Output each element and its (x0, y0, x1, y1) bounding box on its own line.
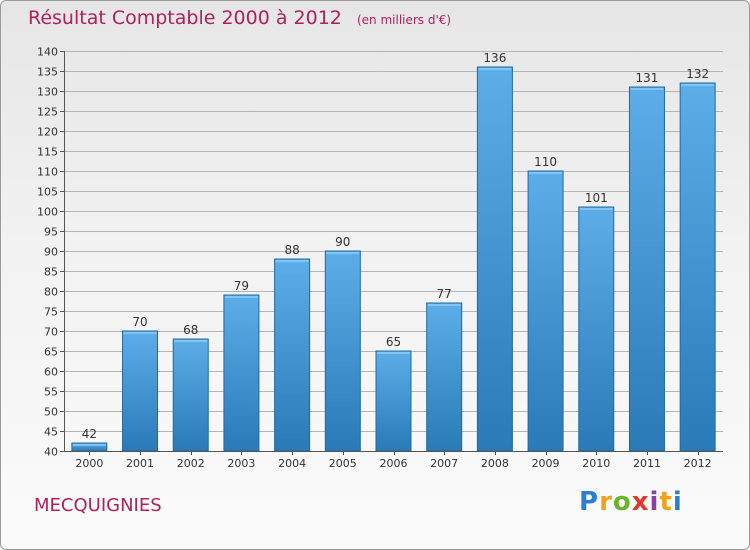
data-label: 70 (132, 315, 147, 329)
y-tick-label: 120 (37, 126, 58, 139)
commune-name: MECQUIGNIES (34, 495, 162, 516)
bar (324, 250, 361, 452)
x-tick-label: 2011 (633, 457, 661, 470)
data-label: 110 (534, 155, 557, 169)
data-label: 131 (636, 71, 659, 85)
y-tick-label: 85 (44, 266, 58, 279)
chart-title-text: Résultat Comptable 2000 à 2012 (28, 7, 342, 29)
data-label: 79 (234, 279, 249, 293)
data-labels: 42 70 68 79 88 90 65 77 136 110 101 131 132 (82, 51, 709, 441)
y-tick-label: 65 (44, 346, 58, 359)
logo-letter: P (579, 487, 600, 517)
y-tick-label: 90 (44, 246, 58, 259)
y-tick-label: 50 (44, 406, 58, 419)
logo-letter: t (659, 487, 673, 517)
logo-letter: x (631, 487, 650, 517)
bar-highlight (681, 84, 715, 86)
x-tick-label: 2002 (177, 457, 205, 470)
bar-highlight (630, 88, 664, 90)
y-tick-label: 115 (37, 146, 58, 159)
data-label: 77 (437, 287, 452, 301)
y-tick-label: 55 (44, 386, 58, 399)
data-label: 88 (284, 243, 299, 257)
bar (375, 350, 412, 452)
y-tick-label: 60 (44, 366, 58, 379)
logo-letter: i (672, 487, 683, 517)
y-tick-label: 135 (37, 66, 58, 79)
logo-letter: o (612, 487, 632, 517)
bar (426, 302, 463, 452)
bar (476, 66, 513, 452)
x-tick-label: 2006 (380, 457, 408, 470)
bar (578, 206, 615, 452)
data-label: 101 (585, 191, 608, 205)
bar-highlight (275, 260, 309, 262)
bar-highlight (174, 340, 208, 342)
y-tick-label: 100 (37, 206, 58, 219)
y-tick-label: 75 (44, 306, 58, 319)
x-tick-label: 2004 (278, 457, 306, 470)
y-tick-label: 45 (44, 426, 58, 439)
logo-letter: r (599, 487, 613, 517)
data-label: 132 (686, 67, 709, 81)
y-tick-label: 140 (37, 46, 58, 59)
proxiti-logo[interactable]: Proxiti (579, 487, 683, 517)
bar (172, 338, 209, 452)
y-tick-label: 95 (44, 226, 58, 239)
bar-highlight (377, 352, 410, 354)
y-tick-label: 80 (44, 286, 58, 299)
bar (628, 86, 665, 452)
bar-highlight (579, 208, 613, 210)
bar-highlight (326, 252, 360, 254)
data-label: 42 (82, 427, 97, 441)
x-tick-label: 2012 (684, 457, 712, 470)
bar-highlight (478, 68, 512, 70)
bar-highlight (427, 304, 461, 306)
bar (274, 258, 311, 452)
bar-highlight (224, 296, 258, 298)
data-label: 90 (335, 235, 350, 249)
y-tick-label: 70 (44, 326, 58, 339)
x-tick-label: 2000 (75, 457, 103, 470)
bars (71, 66, 716, 452)
bar (223, 294, 260, 452)
chart-title: Résultat Comptable 2000 à 2012 (en milli… (28, 7, 451, 29)
chart-unit: (en milliers d'€) (356, 13, 452, 27)
x-tick-label: 2009 (532, 457, 560, 470)
data-label: 136 (483, 51, 506, 65)
bar (122, 330, 159, 452)
data-label: 68 (183, 323, 198, 337)
x-tick-label: 2008 (481, 457, 509, 470)
data-label: 65 (386, 335, 401, 349)
x-tick-label: 2010 (582, 457, 610, 470)
bar-highlight (123, 332, 157, 334)
y-tick-label: 40 (44, 446, 58, 459)
x-tick-label: 2003 (227, 457, 255, 470)
y-tick-label: 125 (37, 106, 58, 119)
logo-letter: i (649, 487, 660, 517)
x-tick-label: 2007 (430, 457, 458, 470)
x-tick-label: 2005 (329, 457, 357, 470)
y-tick-label: 105 (37, 186, 58, 199)
x-tick-label: 2001 (126, 457, 154, 470)
bar (527, 170, 564, 452)
axes: 40 45 50 55 60 65 70 75 80 85 90 95 100 105 110 115 120 1… (37, 46, 723, 470)
y-tick-label: 110 (37, 166, 58, 179)
bar-highlight (529, 172, 563, 174)
y-tick-label: 130 (37, 86, 58, 99)
bar (679, 82, 716, 452)
bar-highlight (72, 444, 106, 446)
